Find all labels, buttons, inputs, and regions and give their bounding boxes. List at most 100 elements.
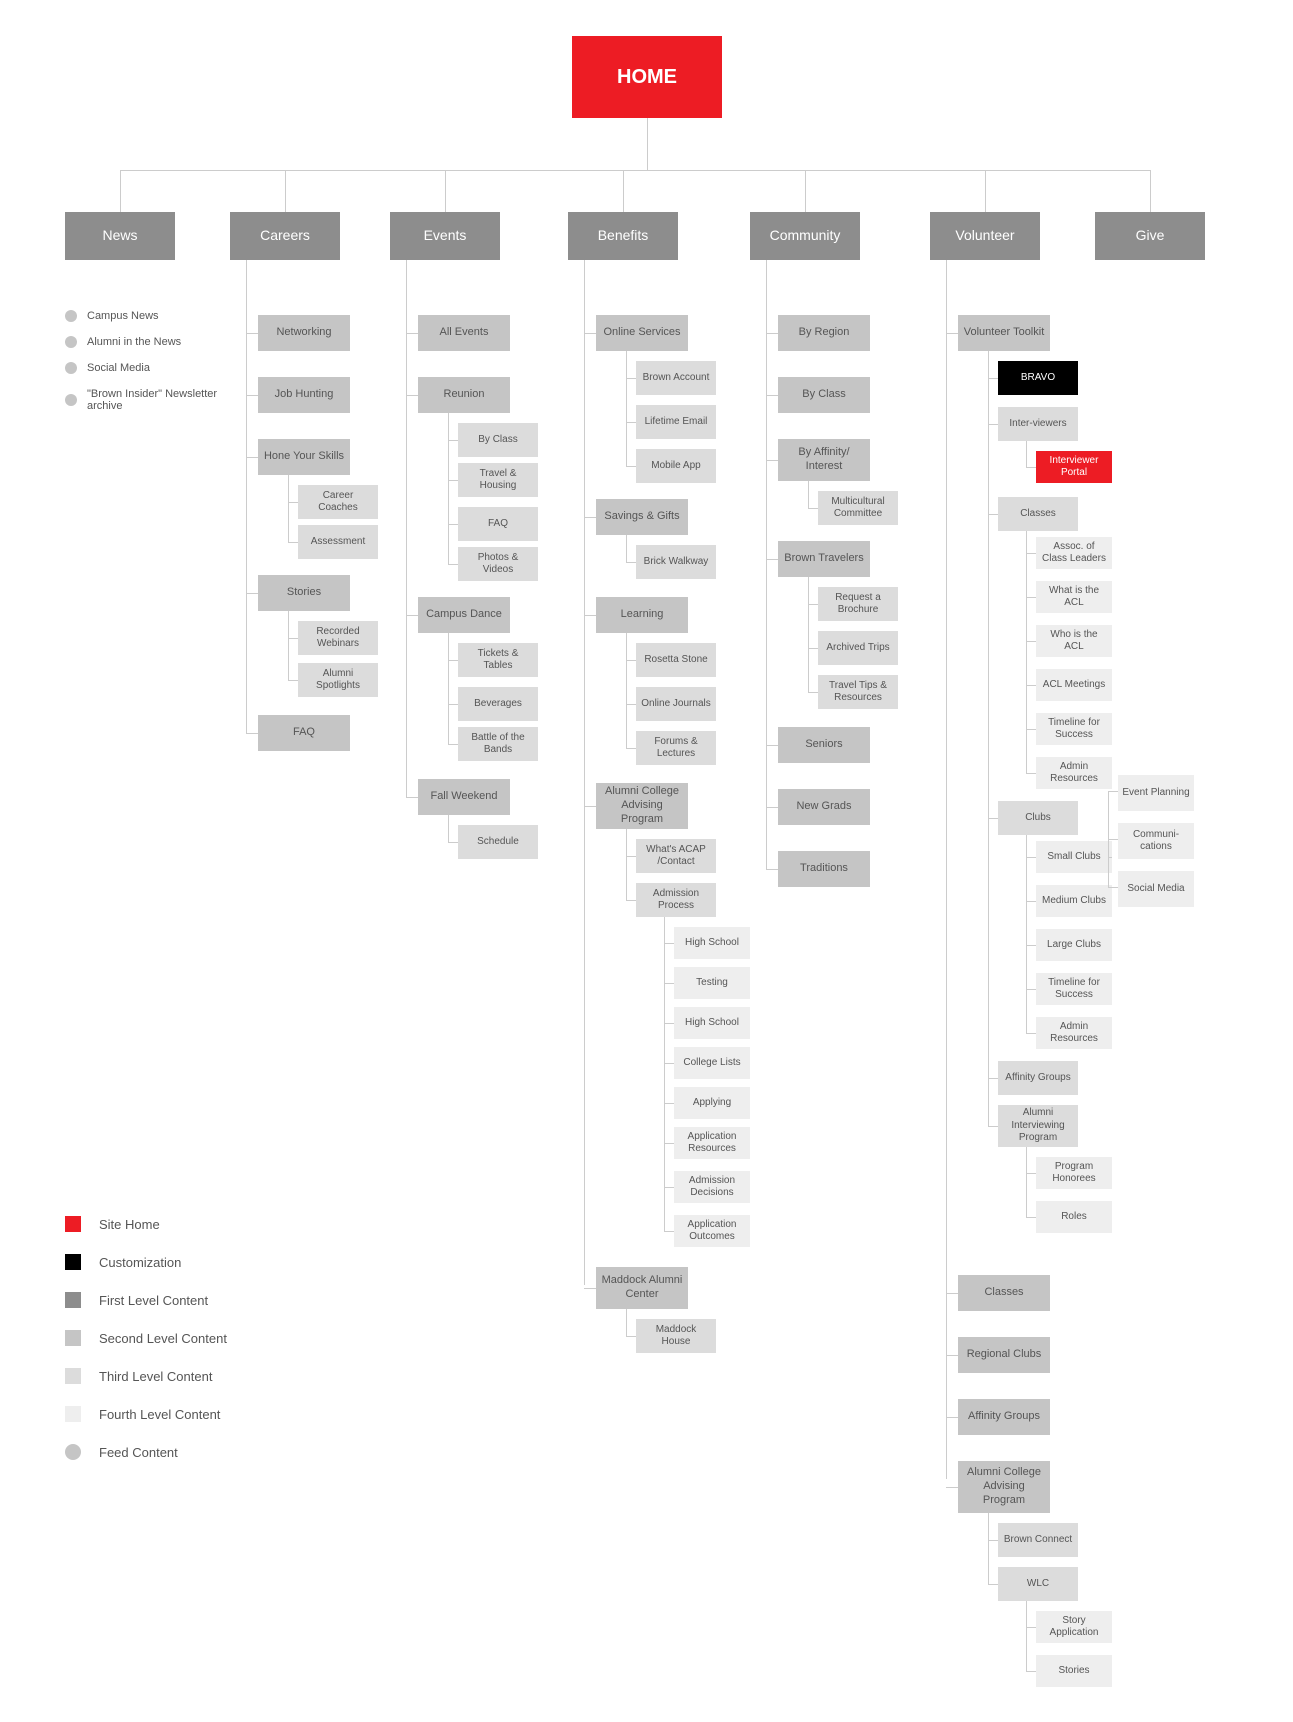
benefits-node: Savings & Gifts xyxy=(596,499,688,535)
connector xyxy=(406,395,418,396)
section-give: Give xyxy=(1095,212,1205,260)
connector xyxy=(448,480,458,481)
community-node: Traditions xyxy=(778,851,870,887)
volunteer-far-node: Event Planning xyxy=(1118,775,1194,811)
connector xyxy=(766,260,767,869)
volunteer-node: Alumni College Advising Program xyxy=(958,1461,1050,1513)
connector xyxy=(406,260,407,797)
connector xyxy=(664,1103,674,1104)
volunteer-node: Small Clubs xyxy=(1036,841,1112,873)
connector xyxy=(808,508,818,509)
careers-node: Alumni Spotlights xyxy=(298,663,378,697)
news-bullet: Campus News xyxy=(65,310,225,322)
careers-node: Career Coaches xyxy=(298,485,378,519)
community-node: By Affinity/ Interest xyxy=(778,439,870,481)
volunteer-node: Affinity Groups xyxy=(998,1061,1078,1095)
legend-swatch-icon xyxy=(65,1444,81,1460)
connector xyxy=(448,660,458,661)
benefits-node: College Lists xyxy=(674,1047,750,1079)
connector xyxy=(946,1355,958,1356)
events-node: FAQ xyxy=(458,507,538,541)
community-node: By Class xyxy=(778,377,870,413)
connector xyxy=(1026,441,1027,467)
legend-row: Site Home xyxy=(65,1216,227,1232)
connector xyxy=(766,807,778,808)
connector xyxy=(626,856,636,857)
connector xyxy=(988,1126,998,1127)
legend-swatch-icon xyxy=(65,1406,81,1422)
community-node: Seniors xyxy=(778,727,870,763)
connector xyxy=(988,1078,998,1079)
volunteer-node: Interviewer Portal xyxy=(1036,451,1112,483)
connector xyxy=(664,1143,674,1144)
benefits-node: Forums & Lectures xyxy=(636,731,716,765)
connector xyxy=(1026,835,1027,1033)
section-news: News xyxy=(65,212,175,260)
connector xyxy=(246,733,258,734)
connector xyxy=(448,440,458,441)
benefits-node: Maddock Alumni Center xyxy=(596,1267,688,1309)
connector xyxy=(626,829,627,900)
connector xyxy=(808,692,818,693)
legend-label: Fourth Level Content xyxy=(99,1407,220,1422)
connector xyxy=(626,466,636,467)
connector xyxy=(448,524,458,525)
section-volunteer: Volunteer xyxy=(930,212,1040,260)
volunteer-far-node: Social Media xyxy=(1118,871,1194,907)
connector xyxy=(647,118,648,170)
legend-label: Site Home xyxy=(99,1217,160,1232)
connector xyxy=(1026,1627,1036,1628)
benefits-node: Maddock House xyxy=(636,1319,716,1353)
legend-swatch-icon xyxy=(65,1330,81,1346)
legend-swatch-icon xyxy=(65,1254,81,1270)
volunteer-node: WLC xyxy=(998,1567,1078,1601)
connector xyxy=(664,917,665,1231)
volunteer-node: Admin Resources xyxy=(1036,757,1112,789)
benefits-node: Lifetime Email xyxy=(636,405,716,439)
connector xyxy=(285,170,286,212)
connector xyxy=(626,660,636,661)
connector xyxy=(584,615,596,616)
benefits-node: Mobile App xyxy=(636,449,716,483)
connector xyxy=(808,604,818,605)
connector xyxy=(246,260,247,733)
volunteer-node: Assoc. of Class Leaders xyxy=(1036,537,1112,569)
volunteer-node: Roles xyxy=(1036,1201,1112,1233)
connector xyxy=(626,748,636,749)
connector xyxy=(448,413,449,564)
connector xyxy=(406,615,418,616)
connector xyxy=(448,842,458,843)
events-node: Beverages xyxy=(458,687,538,721)
volunteer-node: What is the ACL xyxy=(1036,581,1112,613)
connector xyxy=(664,983,674,984)
volunteer-node: Volunteer Toolkit xyxy=(958,315,1050,351)
section-events: Events xyxy=(390,212,500,260)
volunteer-node: Timeline for Success xyxy=(1036,973,1112,1005)
careers-node: Recorded Webinars xyxy=(298,621,378,655)
connector xyxy=(1026,467,1036,468)
bullet-label: Social Media xyxy=(87,362,150,374)
connector xyxy=(1026,531,1027,773)
connector xyxy=(626,704,636,705)
connector xyxy=(766,395,778,396)
connector xyxy=(584,1288,596,1289)
connector xyxy=(1026,1601,1027,1671)
connector xyxy=(288,542,298,543)
benefits-node: Rosetta Stone xyxy=(636,643,716,677)
connector xyxy=(985,170,986,212)
bullet-label: Campus News xyxy=(87,310,159,322)
connector xyxy=(1108,887,1118,888)
community-node: By Region xyxy=(778,315,870,351)
connector xyxy=(246,395,258,396)
connector xyxy=(946,260,947,1479)
volunteer-node: Clubs xyxy=(998,801,1078,835)
connector xyxy=(766,460,778,461)
legend-label: Second Level Content xyxy=(99,1331,227,1346)
connector xyxy=(1026,989,1036,990)
connector xyxy=(988,351,989,1126)
careers-node: FAQ xyxy=(258,715,350,751)
connector xyxy=(288,611,289,680)
community-node: Travel Tips & Resources xyxy=(818,675,898,709)
home-node: HOME xyxy=(572,36,722,118)
connector xyxy=(120,170,121,212)
